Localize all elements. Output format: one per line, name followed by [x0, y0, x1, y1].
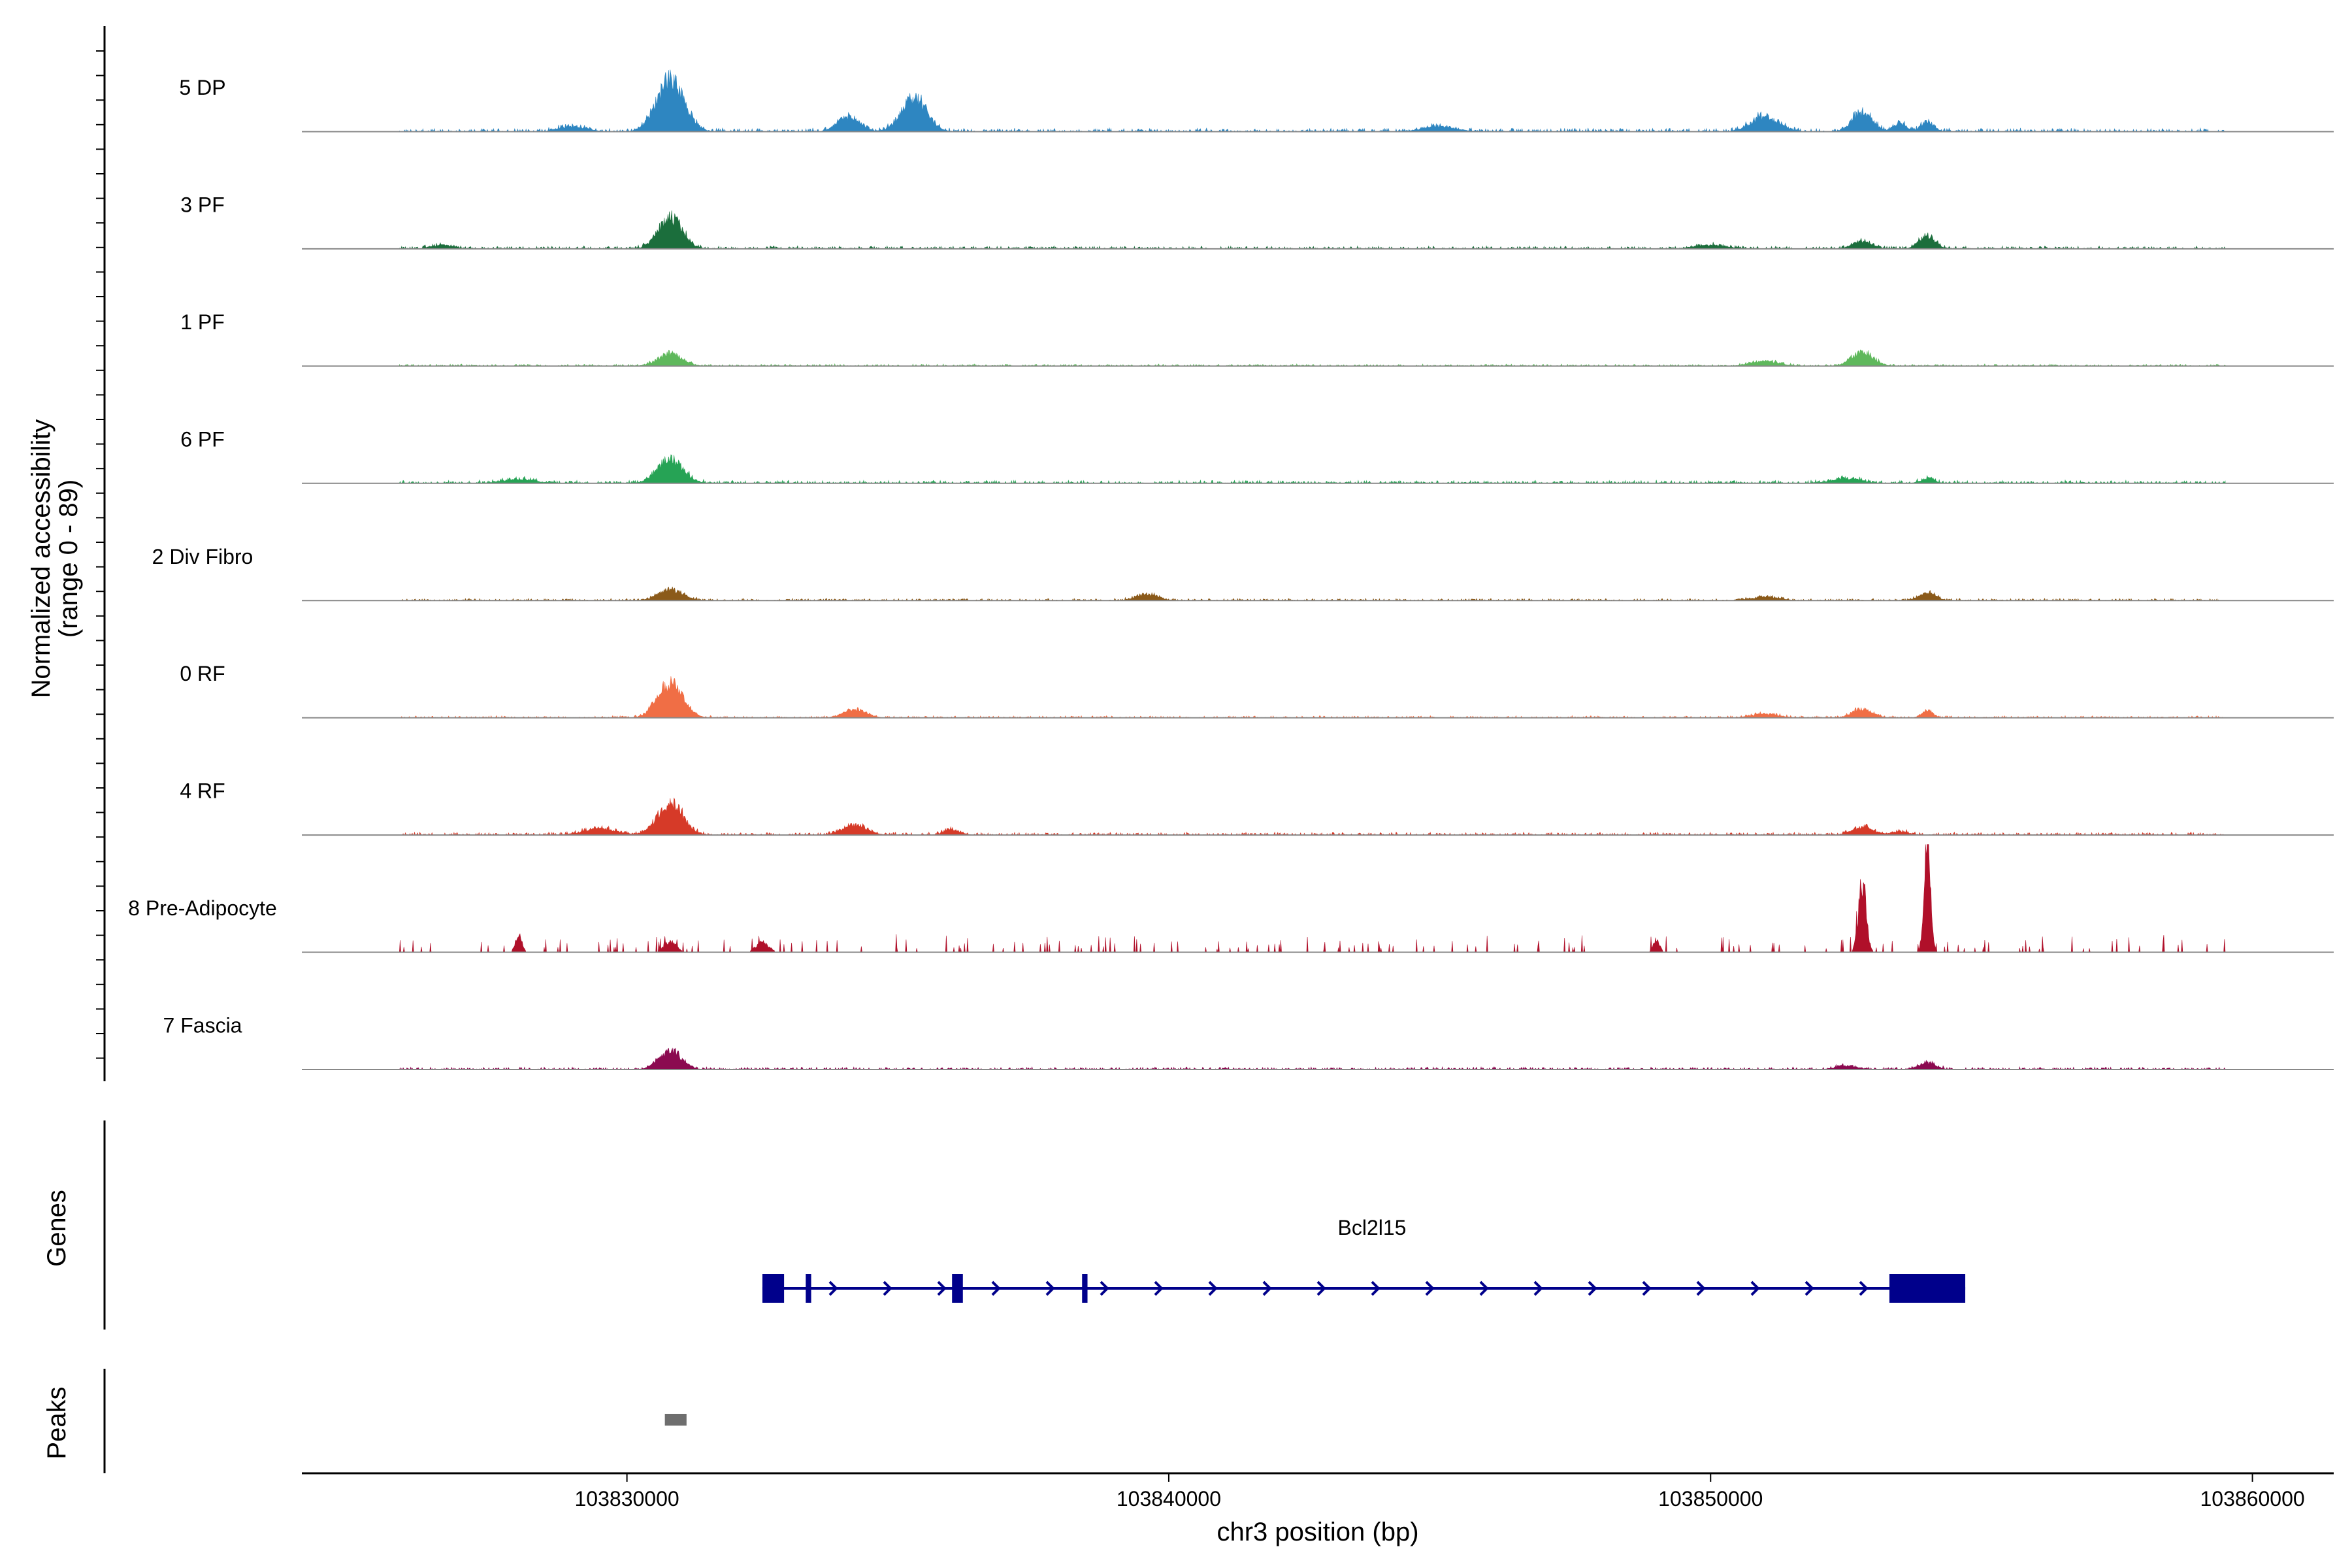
y-axis-title-line2: (range 0 - 89)	[54, 480, 83, 638]
x-tick-label: 103840000	[1117, 1487, 1221, 1511]
track-label: 7 Fascia	[163, 1014, 242, 1037]
strand-arrow-icon	[1316, 1281, 1326, 1296]
coverage-area	[399, 350, 2226, 367]
strand-arrow-icon	[1208, 1281, 1218, 1296]
x-tick-label: 103860000	[2200, 1487, 2305, 1511]
coverage-area	[399, 69, 2226, 133]
strand-arrow-icon	[1696, 1281, 1706, 1296]
strand-arrow-icon	[1750, 1281, 1760, 1296]
strand-arrow-icon	[1642, 1281, 1652, 1296]
coverage-area	[399, 210, 2226, 250]
strand-arrow-icon	[1045, 1281, 1055, 1296]
x-tick-label: 103850000	[1658, 1487, 1763, 1511]
gene-exon	[952, 1274, 963, 1303]
peaks-panel-title: Peaks	[42, 1386, 71, 1459]
genes-panel-title: Genes	[42, 1190, 71, 1267]
strand-arrow-icon	[1262, 1281, 1272, 1296]
strand-arrow-icon	[991, 1281, 1001, 1296]
strand-arrow-icon	[883, 1281, 892, 1296]
gene-exon	[1082, 1274, 1088, 1303]
y-axis-title-line1: Normalized accessibility	[27, 419, 56, 698]
strand-arrow-icon	[1100, 1281, 1109, 1296]
x-tick-label: 103830000	[575, 1487, 679, 1511]
track-label: 0 RF	[180, 662, 225, 685]
gene-exon	[806, 1274, 811, 1303]
track-label: 8 Pre-Adipocyte	[128, 896, 277, 920]
peak-region	[664, 1414, 687, 1426]
track-label: 4 RF	[180, 779, 225, 803]
coverage-area	[399, 587, 2226, 601]
strand-arrow-icon	[1154, 1281, 1164, 1296]
coverage-area	[399, 676, 2226, 719]
coverage-area	[399, 454, 2226, 484]
track-label: 1 PF	[180, 310, 225, 334]
x-axis-title: chr3 position (bp)	[1217, 1518, 1418, 1546]
strand-arrow-icon	[828, 1281, 838, 1296]
strand-arrow-icon	[937, 1281, 947, 1296]
x-axis: 103830000 103840000 103850000 103860000	[302, 1472, 2334, 1511]
strand-arrow-icon	[1588, 1281, 1597, 1296]
strand-arrow-icon	[1805, 1281, 1814, 1296]
coverage-area	[399, 797, 2226, 836]
track-label: 5 DP	[179, 76, 225, 99]
gene-exon	[762, 1274, 785, 1303]
track-label: 2 Div Fibro	[152, 545, 253, 568]
strand-arrow-icon	[1533, 1281, 1543, 1296]
gene-label: Bcl2l15	[1338, 1216, 1407, 1239]
strand-arrow-icon	[1371, 1281, 1380, 1296]
track-label: 6 PF	[180, 427, 225, 451]
peaks-panel	[103, 1369, 687, 1473]
strand-arrow-icon	[1425, 1281, 1435, 1296]
strand-arrow-icon	[1479, 1281, 1489, 1296]
coverage-area	[399, 1047, 2226, 1070]
coverage-area	[399, 844, 2226, 953]
coverage-panel: 5 DP 3 PF 1 PF 6 PF 2 Div Fibro 0 RF 4 RF 8 Pre…	[96, 26, 2334, 1081]
gene-panel	[103, 1120, 1966, 1330]
track-label: 3 PF	[180, 193, 225, 216]
gene-exon	[1889, 1274, 1966, 1303]
strand-arrow-icon	[1859, 1281, 1869, 1296]
